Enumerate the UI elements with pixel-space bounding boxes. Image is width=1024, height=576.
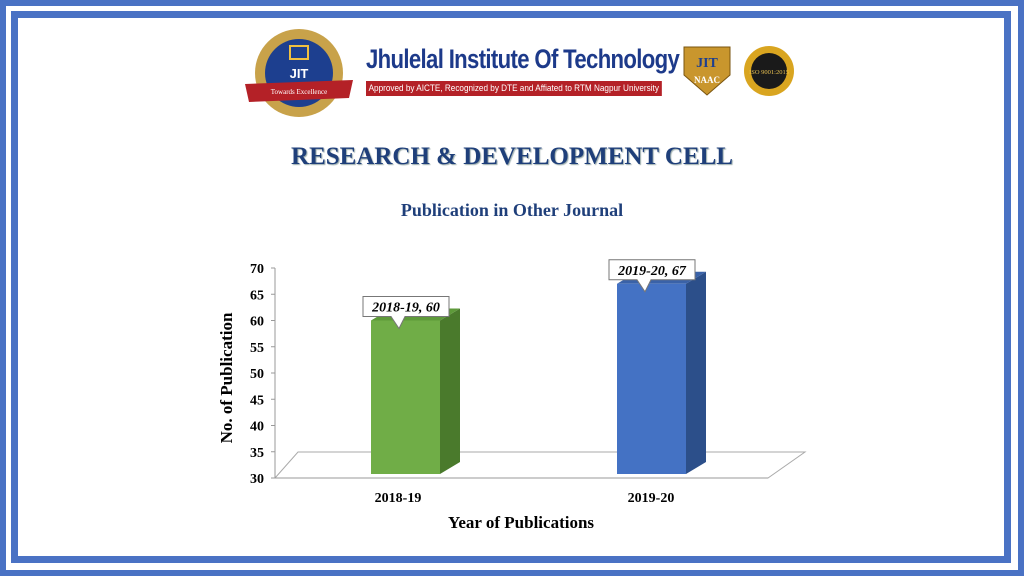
svg-text:Towards Excellence: Towards Excellence — [271, 88, 327, 96]
data-label: 2019-20, 67 — [617, 264, 687, 279]
x-tick-label: 2019-20 — [628, 491, 675, 506]
bar-side — [440, 308, 460, 474]
y-tick-label: 40 — [250, 420, 264, 435]
svg-text:JIT: JIT — [290, 66, 309, 81]
y-axis-label: No. of Publication — [217, 312, 236, 443]
y-tick-label: 65 — [250, 288, 264, 303]
y-tick-label: 55 — [250, 341, 264, 356]
bar-side — [686, 271, 706, 474]
data-label: 2018-19, 60 — [371, 301, 440, 316]
iso-badge: ISO 9001:2015 — [744, 46, 794, 96]
y-tick-label: 35 — [250, 446, 264, 461]
bar-2019-20 — [617, 283, 686, 474]
y-tick-label: 50 — [250, 367, 264, 382]
y-tick-label: 70 — [250, 262, 264, 277]
jit-logo: JIT Towards Excellence — [245, 29, 353, 117]
data-label-callout — [362, 296, 450, 330]
chart-title: Publication in Other Journal — [400, 200, 624, 220]
svg-text:ISO 9001:2015: ISO 9001:2015 — [749, 69, 789, 76]
x-axis-label: Year of Publications — [448, 513, 594, 532]
y-tick-label: 45 — [250, 393, 264, 408]
bar-2018-19 — [371, 320, 440, 474]
data-label-callout — [608, 259, 696, 293]
institute-name: Jhulelal Institute Of Technology — [366, 44, 680, 74]
x-tick-label: 2018-19 — [375, 491, 422, 506]
svg-text:NAAC: NAAC — [694, 75, 720, 85]
y-tick-label: 30 — [250, 472, 264, 487]
institute-tagline: Approved by AICTE, Recognized by DTE and… — [366, 81, 662, 96]
page-title: RESEARCH & DEVELOPMENT CELL — [291, 143, 733, 170]
inner-frame — [11, 11, 1011, 563]
chart-floor — [273, 451, 807, 479]
y-tick-label: 60 — [250, 315, 264, 330]
svg-text:JIT: JIT — [696, 56, 718, 71]
naac-badge: JIT NAAC — [683, 46, 731, 96]
